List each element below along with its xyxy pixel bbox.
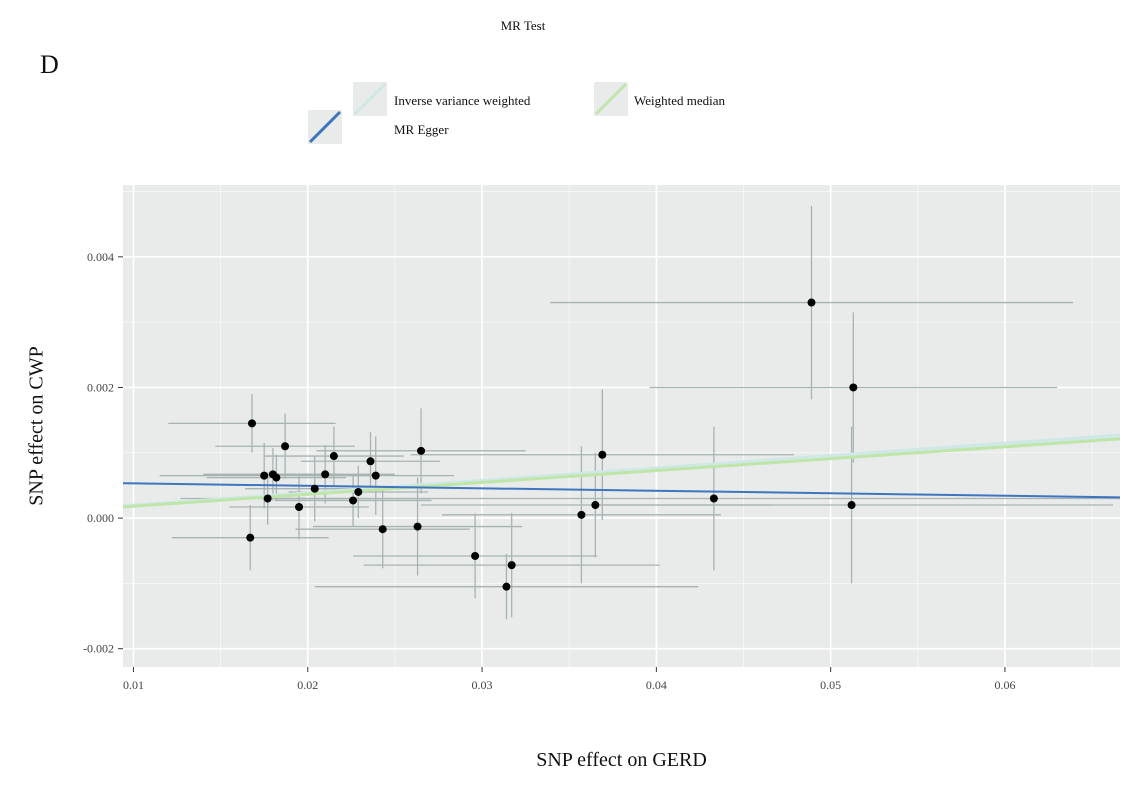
regression-lines — [122, 433, 1121, 509]
data-point — [272, 473, 281, 482]
data-point — [246, 533, 255, 542]
data-point — [507, 561, 516, 570]
x-axis-title: SNP effect on GERD — [536, 749, 707, 771]
data-point — [310, 484, 319, 493]
data-point — [598, 450, 607, 459]
x-tick-label: 0.04 — [646, 678, 667, 692]
data-point — [295, 502, 304, 511]
legend-swatch-mr-egger — [308, 110, 342, 144]
data-point — [371, 471, 380, 480]
data-point — [413, 522, 422, 531]
page-title: MR Test — [500, 18, 546, 33]
data-point — [502, 582, 511, 591]
data-point — [471, 551, 480, 560]
legend-label-inverse-variance-weighted: Inverse variance weighted — [394, 93, 531, 108]
y-tick-label: 0.000 — [87, 511, 114, 525]
legend-swatch-inverse-variance-weighted — [353, 82, 387, 116]
axes: 0.01 0.02 0.03 0.04 0.05 0.06 -0.002 0.000 0.002… — [83, 250, 1015, 692]
data-point — [807, 298, 816, 307]
legend-swatch-weighted-median — [594, 82, 628, 116]
data-point — [321, 470, 330, 479]
grid-lines — [123, 185, 1120, 667]
data-point — [260, 471, 269, 480]
x-tick-label: 0.02 — [297, 678, 318, 692]
data-point — [281, 442, 290, 451]
x-tick-label: 0.06 — [994, 678, 1015, 692]
data-point — [263, 494, 272, 503]
data-point — [417, 446, 426, 455]
y-tick-label: 0.002 — [87, 380, 114, 394]
y-axis-title: SNP effect on CWP — [26, 346, 48, 505]
regression-line-weighted-median — [122, 437, 1121, 509]
data-point — [366, 457, 375, 466]
data-point — [354, 487, 363, 496]
x-tick-label: 0.01 — [123, 678, 144, 692]
data-point — [849, 383, 858, 392]
x-tick-label: 0.03 — [472, 678, 493, 692]
legend: Inverse variance weighted Weighted median… — [308, 82, 726, 144]
data-point — [247, 419, 256, 428]
data-point — [847, 501, 856, 510]
data-point — [349, 496, 358, 505]
y-tick-label: -0.002 — [83, 642, 114, 656]
data-point — [577, 510, 586, 519]
data-point — [709, 494, 718, 503]
data-point — [378, 525, 387, 534]
legend-label-weighted-median: Weighted median — [634, 93, 726, 108]
y-tick-label: 0.004 — [87, 250, 114, 264]
panel-label: D — [40, 50, 59, 79]
data-point — [329, 452, 338, 461]
data-point — [591, 501, 600, 510]
data-points — [246, 298, 858, 591]
legend-label-mr-egger: MR Egger — [394, 122, 449, 137]
x-tick-label: 0.05 — [820, 678, 841, 692]
regression-line-mr-egger — [122, 482, 1121, 499]
